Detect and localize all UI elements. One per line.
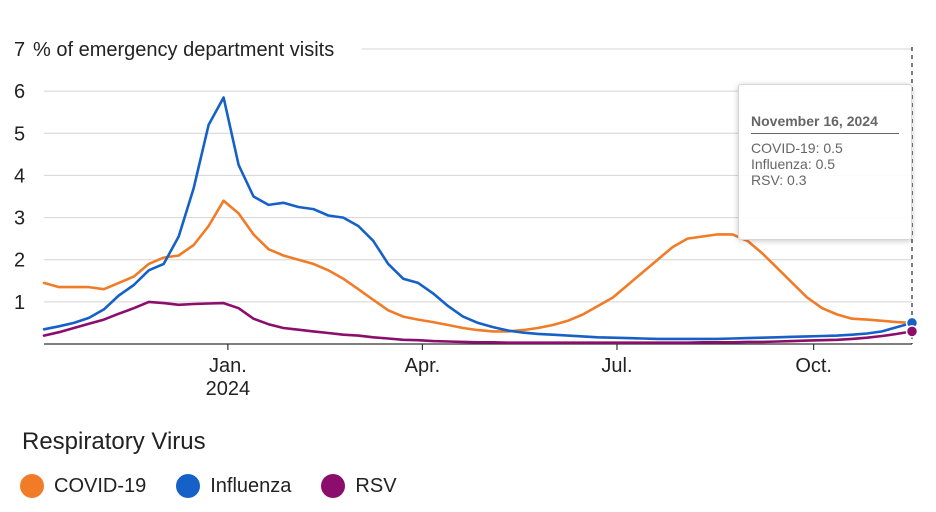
- y-gridlines: [44, 48, 912, 303]
- tooltip-date: November 16, 2024: [751, 113, 899, 134]
- series-lines: [42, 96, 914, 344]
- y-axis-label: % of emergency department visits: [33, 39, 334, 61]
- x-tick-label: Jul.: [601, 355, 632, 377]
- x-tick-label: Jan.: [209, 355, 247, 377]
- legend-title: Respiratory Virus: [22, 428, 206, 455]
- y-tick-label: 1: [14, 292, 25, 314]
- y-tick-label: 4: [14, 165, 25, 187]
- tooltip-row-influenza: Influenza: 0.5: [751, 156, 836, 172]
- y-tick-labels: 1 2 3 4 5 6 7: [14, 39, 25, 314]
- tooltip-row-rsv: RSV: 0.3: [751, 172, 807, 188]
- legend-item-rsv[interactable]: RSV: [321, 474, 397, 498]
- legend-label: Influenza: [210, 474, 292, 497]
- x-tick-label: Apr.: [405, 355, 441, 377]
- chart: 1 2 3 4 5 6 7 % of emergency department visits…: [14, 39, 919, 400]
- hover-markers: [905, 316, 919, 338]
- x-tick-sublabel: 2024: [206, 378, 251, 400]
- hover-marker-rsv: [905, 325, 919, 338]
- legend-label: RSV: [355, 474, 397, 497]
- series-line-influenza: [42, 96, 914, 341]
- tooltip: November 16, 2024 COVID-19: 0.5 Influenz…: [738, 84, 912, 240]
- y-tick-label: 2: [14, 250, 25, 272]
- tooltip-row-covid: COVID-19: 0.5: [751, 140, 843, 156]
- series-line-covid-19: [42, 199, 914, 333]
- y-tick-label: 5: [14, 123, 25, 145]
- y-tick-label: 7: [14, 39, 25, 61]
- y-tick-label: 3: [14, 208, 25, 230]
- legend: COVID-19 Influenza RSV: [20, 474, 427, 498]
- series-line-rsv: [42, 300, 914, 344]
- legend-label: COVID-19: [54, 474, 147, 497]
- legend-item-covid[interactable]: COVID-19: [20, 474, 146, 498]
- legend-item-influenza[interactable]: Influenza: [176, 474, 291, 498]
- covid-swatch-icon: [20, 474, 44, 498]
- x-tick-label: Oct.: [795, 355, 832, 377]
- x-tick-labels: Jan.2024 Apr. Jul. Oct.: [206, 344, 832, 400]
- rsv-swatch-icon: [321, 474, 346, 498]
- influenza-swatch-icon: [176, 474, 201, 498]
- y-tick-label: 6: [14, 81, 25, 103]
